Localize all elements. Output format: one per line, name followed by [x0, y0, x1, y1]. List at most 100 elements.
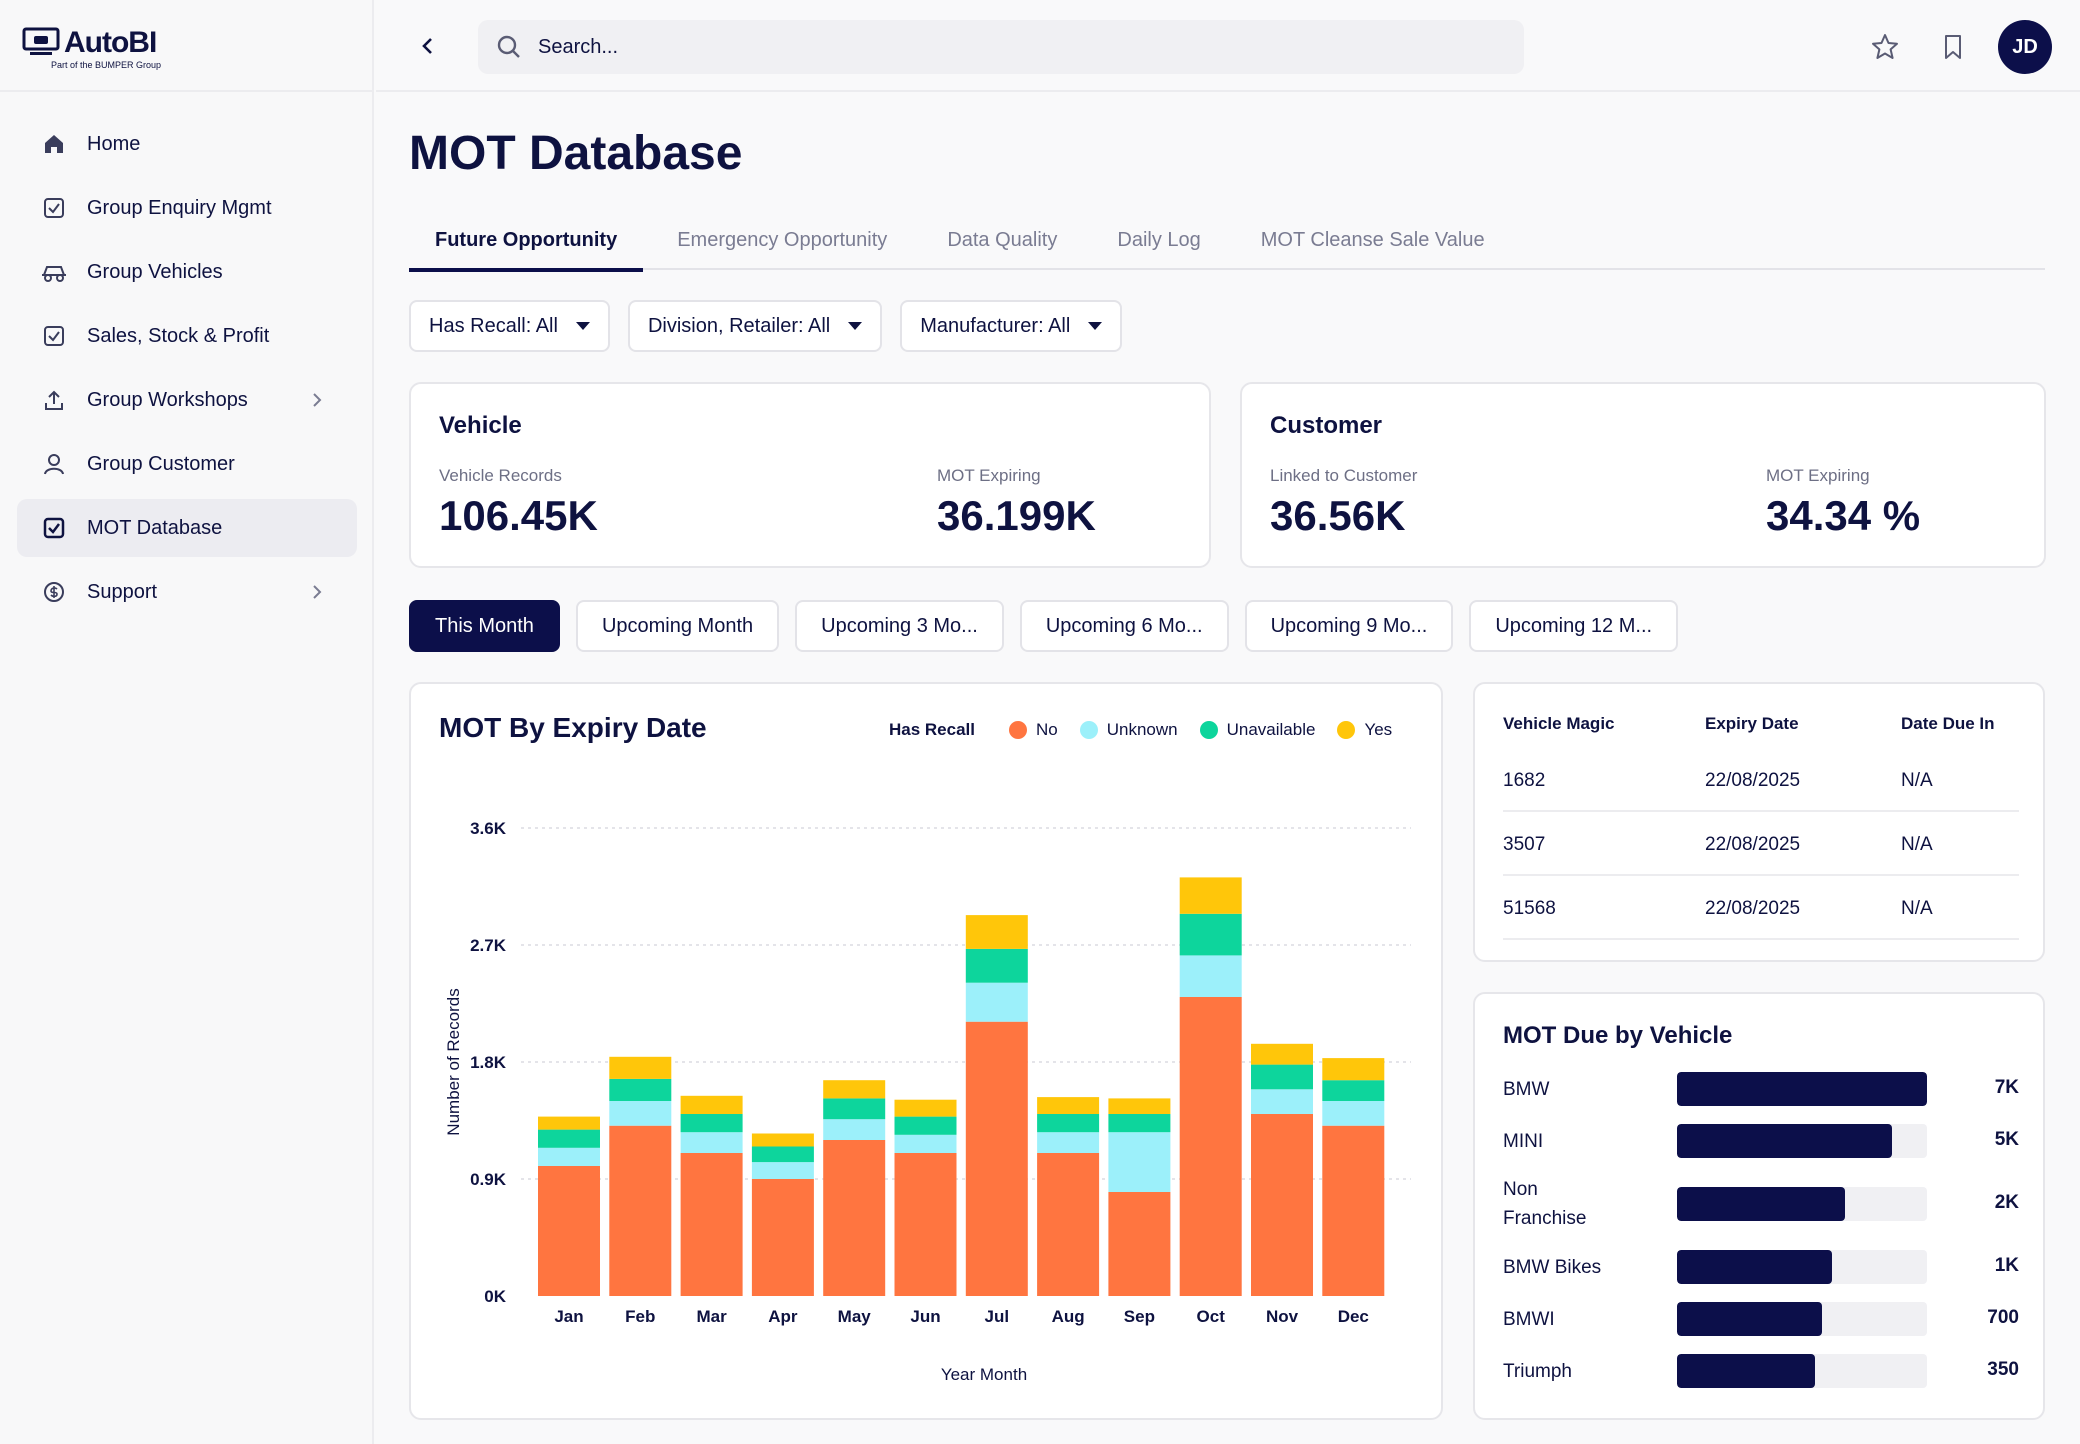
period-upcoming-12-months[interactable]: Upcoming 12 M... — [1469, 600, 1679, 652]
bookmark-icon[interactable] — [1938, 32, 1968, 62]
sidebar-item-group-workshops[interactable]: Group Workshops — [17, 371, 357, 429]
bar-segment-no — [1037, 1153, 1100, 1296]
has-recall-filter[interactable]: Has Recall: All — [409, 300, 610, 352]
x-axis-label: Year Month — [941, 1365, 1027, 1384]
sidebar-item-group-enquiry[interactable]: Group Enquiry Mgmt — [17, 179, 357, 237]
bar-segment-unavailable — [1108, 1114, 1171, 1133]
bar-segment-unknown — [965, 982, 1028, 1022]
x-tick-label: Mar — [696, 1307, 727, 1326]
due-bar-track — [1677, 1072, 1927, 1106]
table-header-date-due-in: Date Due In — [1901, 714, 1995, 733]
table-row[interactable]: 1682 22/08/2025 N/A — [1503, 748, 2019, 812]
brand-header: AutoBI Part of the BUMPER Group — [0, 0, 372, 92]
tab-data-quality[interactable]: Data Quality — [947, 228, 1058, 251]
table-row[interactable]: 3507 22/08/2025 N/A — [1503, 812, 2019, 876]
due-bar — [1677, 1187, 1845, 1221]
mot-expiring-label: MOT Expiring — [937, 466, 1041, 485]
tab-mot-cleanse-sale-value[interactable]: MOT Cleanse Sale Value — [1260, 228, 1485, 251]
legend-label: Unknown — [1106, 720, 1178, 739]
bar-segment-unavailable — [751, 1146, 814, 1163]
star-icon[interactable] — [1870, 32, 1900, 62]
linked-to-customer-value: 36.56K — [1270, 492, 1406, 539]
filter-label: Division, Retailer: All — [647, 314, 831, 337]
mot-expiring-value: 36.199K — [937, 492, 1096, 539]
bar-segment-unknown — [609, 1101, 672, 1126]
bar-segment-unavailable — [538, 1129, 600, 1148]
chevron-right-icon — [313, 585, 322, 599]
table-row[interactable]: 51568 22/08/2025 N/A — [1503, 876, 2019, 940]
bar-segment-yes — [1037, 1097, 1100, 1114]
legend-item-unknown[interactable]: Unknown — [1079, 720, 1178, 740]
bar-segment-unknown — [680, 1132, 743, 1153]
x-tick-label: Aug — [1052, 1307, 1085, 1326]
chevron-left-icon[interactable] — [414, 32, 442, 60]
check-square-icon — [41, 515, 67, 541]
sidebar-nav: Home Group Enquiry Mgmt Group Vehicles S… — [17, 115, 357, 627]
bar-segment-unavailable — [823, 1098, 886, 1120]
period-upcoming-month[interactable]: Upcoming Month — [575, 600, 780, 652]
bar-segment-unknown — [538, 1147, 600, 1166]
check-square-icon — [41, 195, 67, 221]
check-square-icon — [41, 323, 67, 349]
bar-segment-no — [609, 1125, 672, 1296]
period-upcoming-6-months[interactable]: Upcoming 6 Mo... — [1019, 600, 1229, 652]
sidebar-item-label: MOT Database — [87, 516, 223, 539]
sidebar-item-support[interactable]: Support — [17, 563, 357, 621]
brand-subtitle: Part of the BUMPER Group — [51, 60, 162, 70]
tab-emergency-opportunity[interactable]: Emergency Opportunity — [677, 228, 888, 251]
bar-segment-yes — [680, 1095, 743, 1114]
chart-legend: Has Recall No Unknown Unavailable Yes — [889, 720, 1414, 740]
legend-label: Unavailable — [1226, 720, 1316, 739]
customer-mot-expiring-value: 34.34 % — [1766, 492, 1921, 539]
bar-segment-unknown — [1179, 955, 1242, 997]
legend-title: Has Recall — [889, 720, 975, 739]
bar-segment-no — [538, 1166, 600, 1296]
due-label: Non Franchise — [1503, 1179, 1587, 1229]
x-tick-label: Sep — [1124, 1307, 1155, 1326]
sidebar-item-mot-database[interactable]: MOT Database — [17, 499, 357, 557]
tab-bar: Future Opportunity Emergency Opportunity… — [409, 210, 2045, 272]
caret-down-icon — [1088, 322, 1103, 330]
topbar: JD — [376, 0, 2080, 92]
support-icon — [41, 579, 67, 605]
legend-item-unavailable[interactable]: Unavailable — [1199, 720, 1316, 740]
period-upcoming-9-months[interactable]: Upcoming 9 Mo... — [1244, 600, 1454, 652]
sidebar-item-home[interactable]: Home — [17, 115, 357, 173]
search-icon — [497, 35, 520, 58]
search-input[interactable] — [538, 35, 1438, 59]
manufacturer-filter[interactable]: Manufacturer: All — [900, 300, 1123, 352]
vehicle-records-label: Vehicle Records — [439, 466, 562, 485]
bar-segment-unavailable — [1251, 1064, 1313, 1090]
period-this-month[interactable]: This Month — [409, 600, 560, 652]
sidebar-item-group-vehicles[interactable]: Group Vehicles — [17, 243, 357, 301]
legend-label: No — [1036, 720, 1058, 739]
due-bar-track — [1677, 1250, 1927, 1284]
division-retailer-filter[interactable]: Division, Retailer: All — [627, 300, 883, 352]
sidebar-item-group-customer[interactable]: Group Customer — [17, 435, 357, 493]
bar-segment-yes — [609, 1056, 672, 1079]
tab-future-opportunity[interactable]: Future Opportunity — [409, 210, 644, 272]
tab-daily-log[interactable]: Daily Log — [1117, 228, 1201, 251]
due-label: BMW — [1503, 1079, 1550, 1100]
bar-segment-yes — [965, 915, 1028, 949]
car-icon — [41, 259, 67, 285]
x-tick-label: May — [838, 1307, 872, 1326]
bar-segment-no — [1179, 997, 1242, 1296]
legend-item-yes[interactable]: Yes — [1337, 720, 1392, 740]
legend-item-no[interactable]: No — [1009, 720, 1058, 740]
due-label: MINI — [1503, 1131, 1544, 1152]
bar-segment-unknown — [894, 1134, 957, 1153]
bar-segment-no — [823, 1140, 886, 1296]
due-value: 350 — [1987, 1359, 2019, 1380]
table-cell: 22/08/2025 — [1705, 898, 1801, 919]
avatar[interactable]: JD — [1998, 20, 2052, 74]
x-tick-label: Jun — [910, 1307, 940, 1326]
due-bar — [1677, 1302, 1822, 1336]
bar-segment-yes — [1108, 1098, 1171, 1114]
bar-segment-yes — [1179, 877, 1242, 914]
sidebar-item-label: Support — [87, 580, 158, 603]
period-upcoming-3-months[interactable]: Upcoming 3 Mo... — [795, 600, 1004, 652]
sidebar-item-sales-stock-profit[interactable]: Sales, Stock & Profit — [17, 307, 357, 365]
filter-bar: Has Recall: All Division, Retailer: All … — [409, 300, 1140, 352]
linked-to-customer-label: Linked to Customer — [1270, 466, 1418, 485]
